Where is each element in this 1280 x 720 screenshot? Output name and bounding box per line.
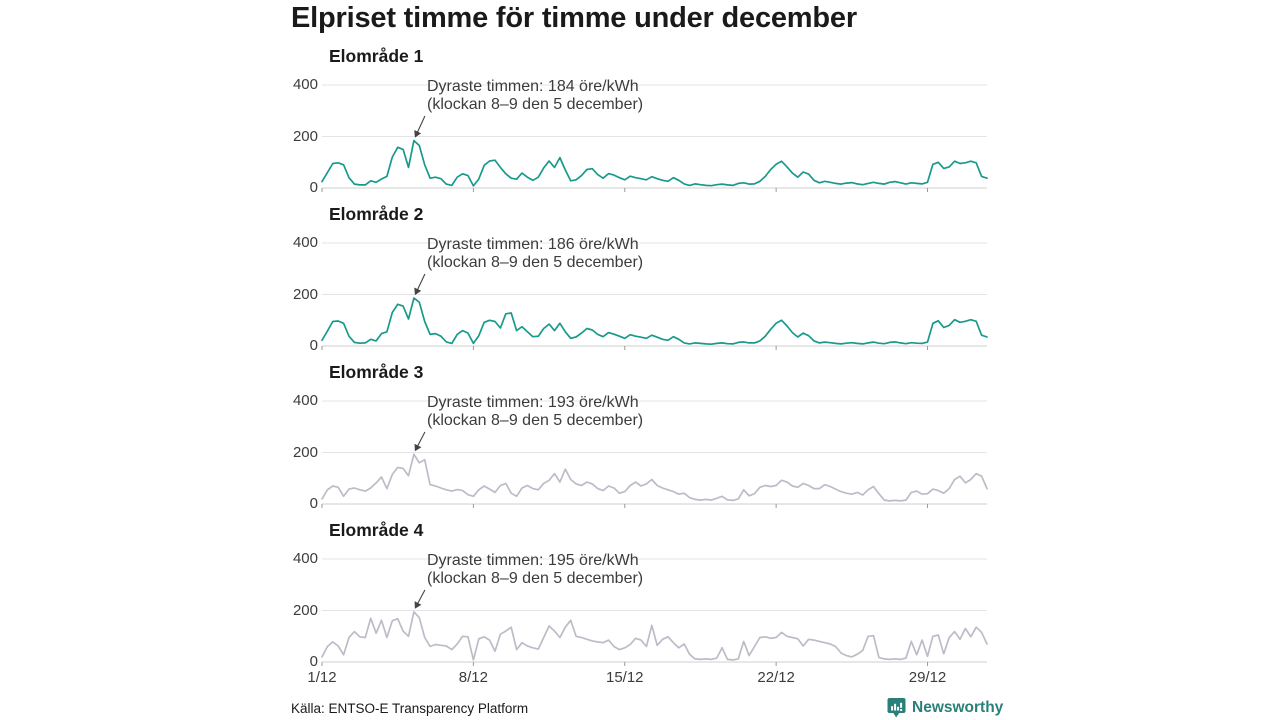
- y-axis-tick-label: 400: [292, 76, 318, 93]
- peak-annotation-line1: Dyraste timmen: 195 öre/kWh: [427, 552, 639, 569]
- y-axis-tick-label: 0: [309, 495, 318, 512]
- annotation-arrow: [414, 115, 426, 138]
- y-axis-tick-label: 200: [292, 601, 318, 619]
- peak-annotation-line1: Dyraste timmen: 193 öre/kWh: [427, 394, 639, 411]
- peak-annotation-line2: (klockan 8–9 den 5 december): [427, 96, 644, 113]
- newsworthy-wordmark: Newsworthy: [912, 698, 1004, 716]
- peak-annotation-line2: (klockan 8–9 den 5 december): [427, 254, 644, 271]
- x-axis-tick-label: 1/12: [307, 669, 337, 686]
- y-axis-tick-label: 200: [292, 127, 318, 145]
- y-axis-tick-label: 400: [292, 234, 318, 251]
- line-series-elomr-de-3: [321, 453, 988, 502]
- source-note: Källa: ENTSO-E Transparency Platform: [291, 701, 529, 716]
- x-axis-tick-label: 15/12: [605, 669, 644, 686]
- chart-subtitle-4: Elområde 4: [329, 520, 424, 540]
- y-axis-tick-label: 400: [292, 550, 318, 567]
- annotation-arrow: [414, 589, 426, 609]
- peak-annotation-line2: (klockan 8–9 den 5 december): [427, 570, 644, 587]
- line-series-elomr-de-1: [321, 139, 988, 187]
- y-axis-tick-label: 0: [309, 179, 318, 196]
- x-axis-tick-label: 8/12: [458, 669, 488, 686]
- y-axis-tick-label: 200: [292, 285, 318, 303]
- y-axis-tick-label: 400: [292, 392, 318, 409]
- x-axis-tick-label: 29/12: [908, 669, 947, 686]
- peak-annotation-line1: Dyraste timmen: 186 öre/kWh: [427, 236, 639, 253]
- y-axis-tick-label: 0: [309, 337, 318, 354]
- peak-annotation-line2: (klockan 8–9 den 5 december): [427, 412, 644, 429]
- newsworthy-speech-bubble-chart-icon: [887, 698, 906, 718]
- line-series-elomr-de-2: [321, 297, 988, 346]
- y-axis-tick-label: 0: [309, 653, 318, 670]
- chart-subtitle-3: Elområde 3: [329, 362, 424, 382]
- line-series-elomr-de-4: [321, 610, 988, 661]
- newsworthy-logo[interactable]: Newsworthy: [886, 697, 1003, 718]
- y-axis-tick-label: 200: [292, 443, 318, 461]
- page-title: Elpriset timme för timme under december: [291, 2, 857, 34]
- annotation-arrow: [414, 431, 426, 452]
- chart-subtitle-2: Elområde 2: [329, 204, 424, 224]
- peak-annotation-line1: Dyraste timmen: 184 öre/kWh: [427, 78, 639, 95]
- annotation-arrow: [414, 273, 426, 296]
- x-axis-tick-label: 22/12: [757, 669, 795, 686]
- chart-subtitle-1: Elområde 1: [329, 46, 424, 66]
